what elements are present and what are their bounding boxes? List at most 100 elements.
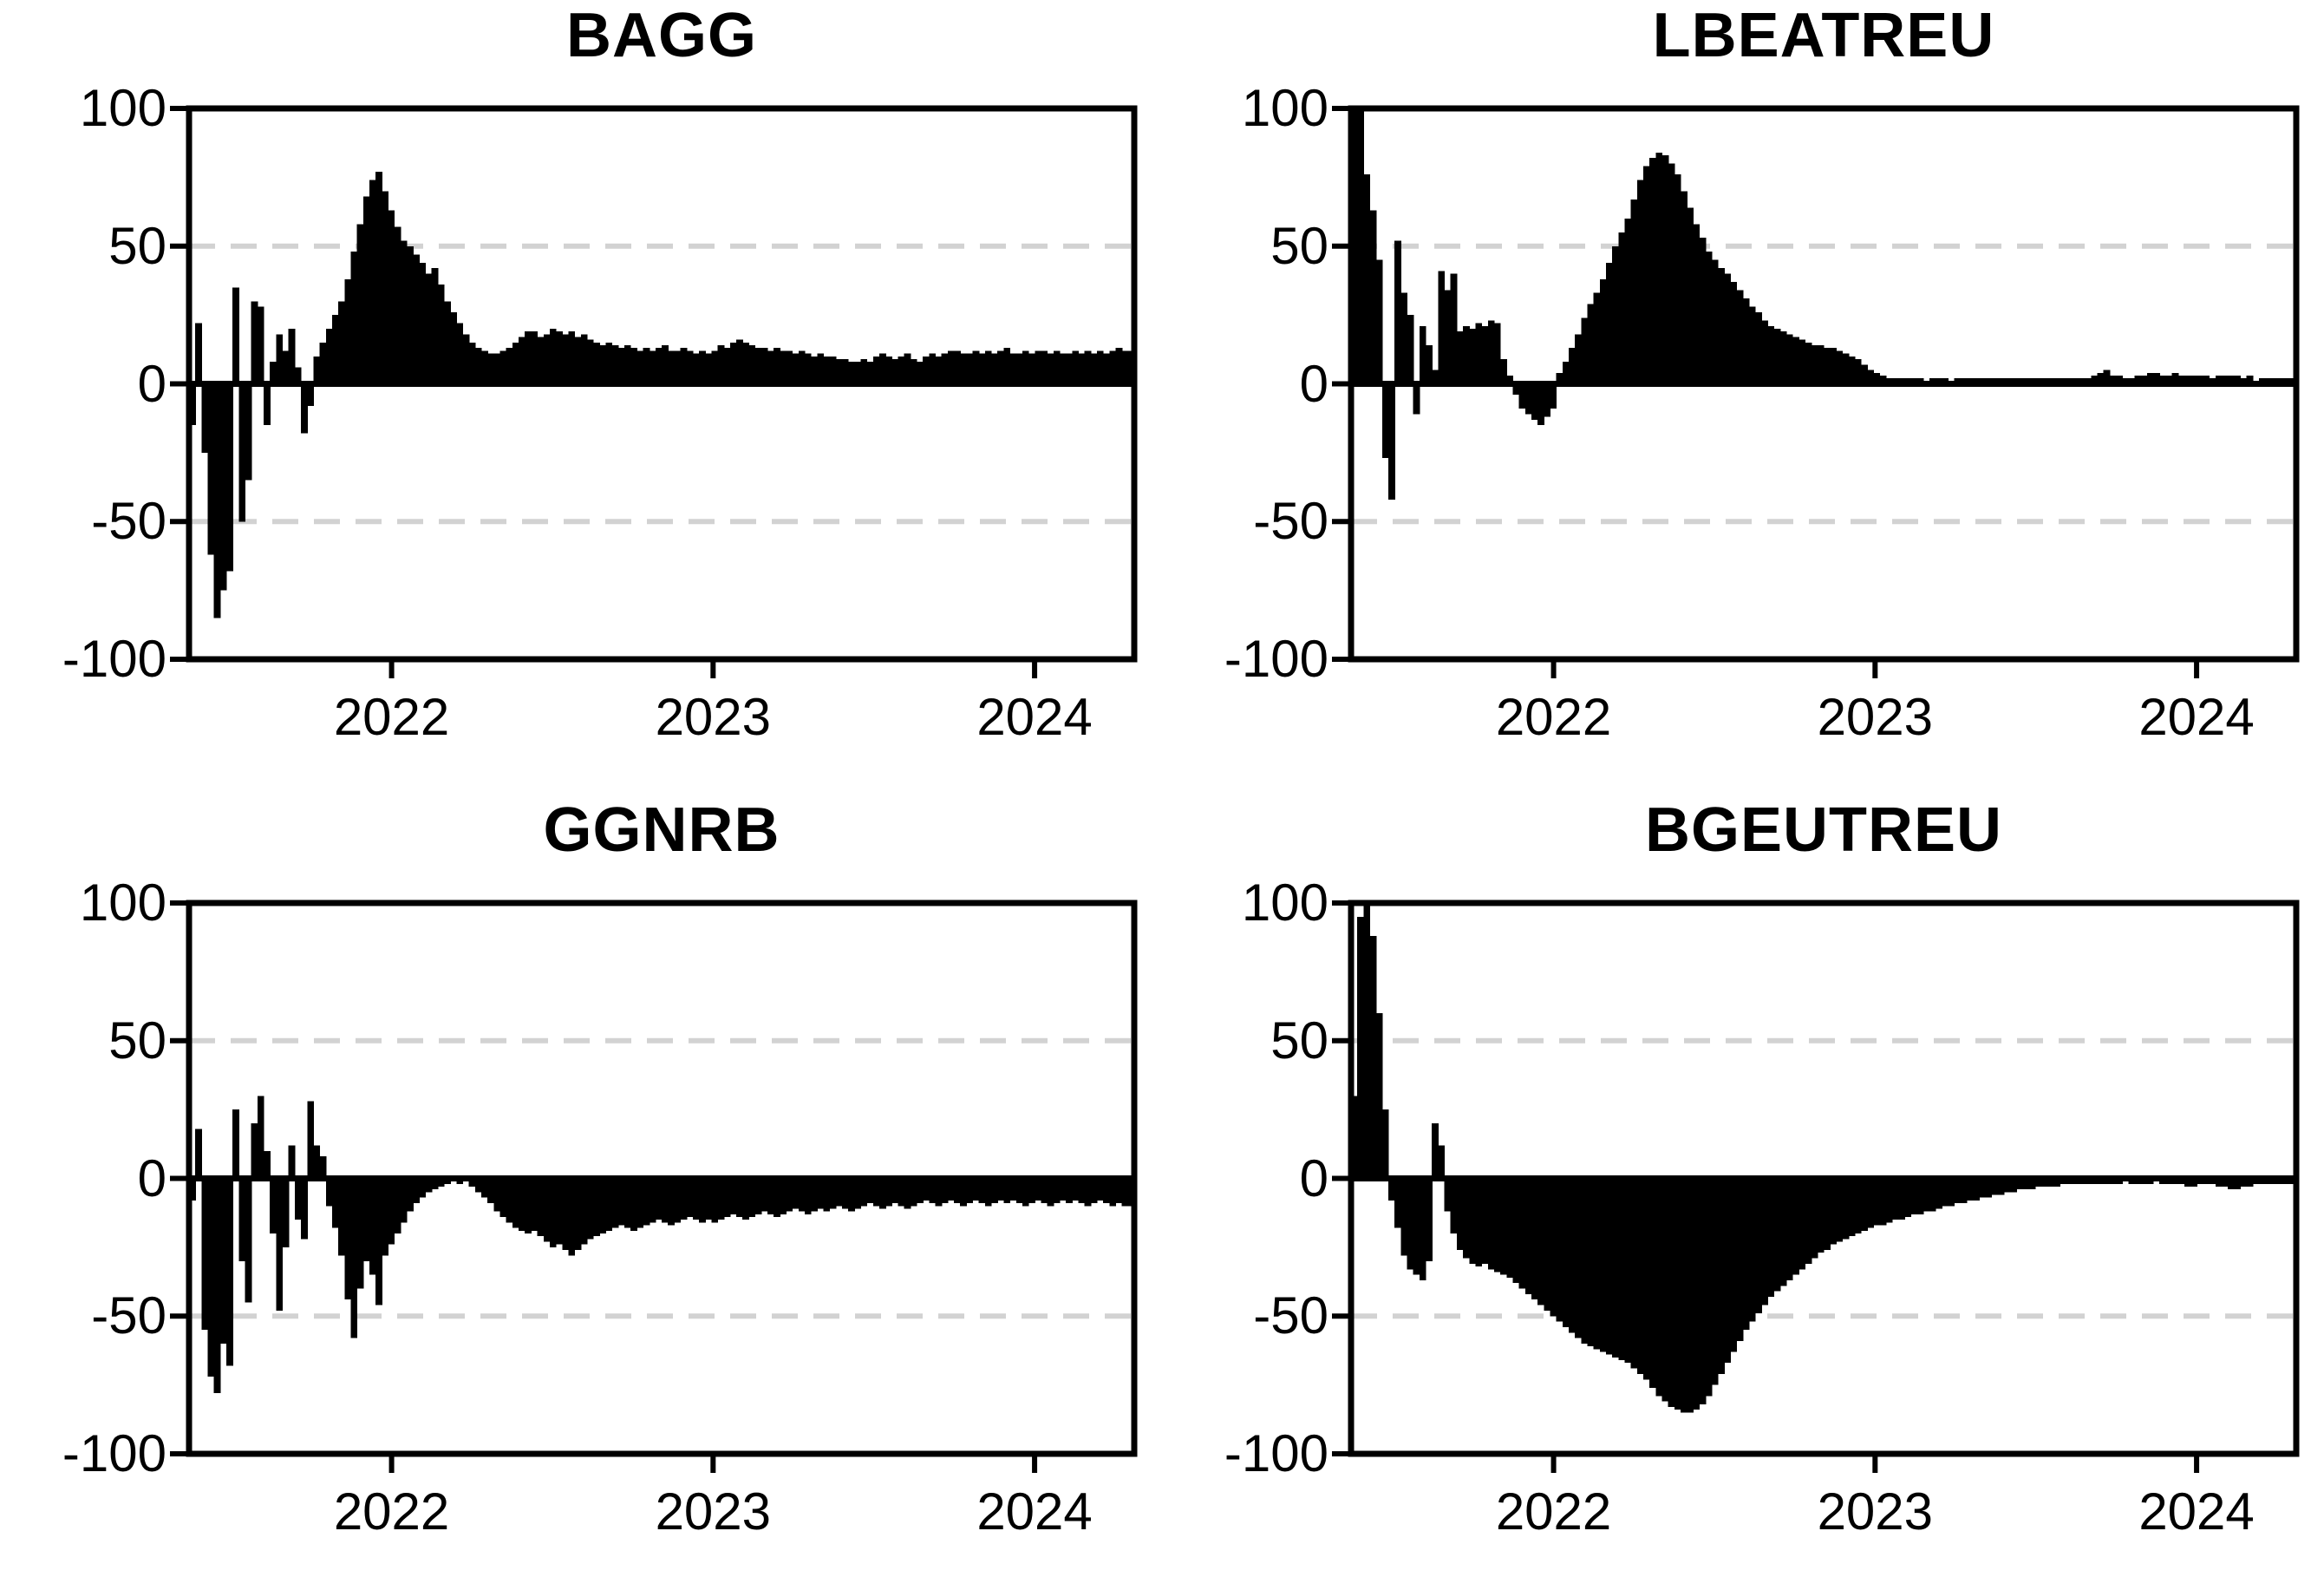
bar — [338, 301, 345, 384]
bar — [1375, 1013, 1383, 1179]
bar — [444, 301, 451, 384]
bar — [1084, 1178, 1092, 1207]
bar — [630, 348, 637, 384]
bar — [1481, 1178, 1489, 1264]
bar — [413, 1178, 420, 1204]
bar — [512, 1178, 519, 1228]
bar — [1518, 1178, 1526, 1289]
bar — [425, 273, 433, 384]
bar — [257, 306, 264, 384]
bar — [1493, 1178, 1501, 1273]
bar — [431, 268, 439, 384]
bar — [245, 1178, 252, 1303]
bar — [543, 1178, 551, 1242]
x-tick-label: 2022 — [1495, 1482, 1612, 1541]
bar — [1668, 1178, 1675, 1408]
bar — [531, 1178, 539, 1231]
bar — [2215, 375, 2223, 384]
bar — [556, 331, 563, 384]
x-tick-label: 2024 — [2138, 1482, 2255, 1541]
bar — [1015, 1178, 1023, 1204]
bar — [219, 383, 227, 591]
y-tick-label: -100 — [1224, 1424, 1328, 1482]
bar — [1096, 1178, 1104, 1201]
bar — [1084, 350, 1092, 384]
bar — [947, 1178, 955, 1201]
bar — [1773, 1178, 1781, 1292]
bar — [288, 1145, 296, 1179]
bar — [2040, 1178, 2048, 1188]
bar — [394, 1178, 401, 1233]
bar — [623, 345, 631, 384]
bar — [350, 1178, 358, 1338]
bar — [375, 172, 382, 384]
bar — [562, 334, 570, 384]
bar — [885, 1178, 892, 1207]
bar — [1879, 1178, 1887, 1226]
bar — [736, 339, 743, 384]
bar — [388, 1178, 395, 1245]
bar — [1463, 1178, 1470, 1259]
bar — [1836, 1178, 1844, 1242]
bar — [1009, 353, 1017, 384]
bar — [786, 350, 793, 384]
bar — [761, 1178, 768, 1212]
bar — [1824, 348, 1831, 384]
bar — [941, 353, 949, 384]
bar — [1655, 1178, 1663, 1397]
plot-area — [165, 879, 1139, 1486]
bar — [636, 1178, 644, 1228]
bar — [1357, 108, 1364, 384]
bar — [264, 383, 271, 426]
bar — [1711, 259, 1719, 384]
bar — [991, 1178, 998, 1204]
bar — [811, 356, 818, 384]
bar — [904, 353, 911, 384]
bar — [1394, 1178, 1401, 1228]
y-tick-label: 0 — [137, 354, 166, 413]
x-tick-label: 2022 — [333, 688, 450, 746]
bar — [742, 342, 749, 384]
bar — [288, 329, 296, 384]
bar — [711, 1178, 719, 1223]
bar — [580, 334, 588, 384]
bar — [978, 1178, 986, 1204]
bar — [493, 1178, 501, 1212]
bar — [1506, 1178, 1514, 1278]
bar — [2109, 375, 2117, 384]
bar — [841, 358, 849, 384]
bar — [1767, 325, 1775, 384]
bar — [1419, 1178, 1426, 1280]
bar — [1655, 152, 1663, 384]
bar — [792, 353, 800, 384]
bar — [904, 1178, 911, 1209]
bar — [251, 1123, 258, 1179]
bar — [829, 356, 837, 384]
bar — [1824, 1178, 1831, 1251]
bar — [1730, 1178, 1738, 1352]
bar — [1798, 1178, 1806, 1270]
bar — [519, 337, 526, 384]
bar — [774, 348, 780, 384]
bar — [1090, 353, 1098, 384]
bar — [1836, 350, 1844, 384]
bar — [356, 224, 364, 384]
bar — [1568, 1178, 1576, 1333]
bar — [1109, 1178, 1117, 1207]
bar — [823, 356, 831, 384]
bar — [537, 337, 545, 384]
bar — [593, 1178, 600, 1237]
plot-area — [165, 84, 1139, 691]
bar — [1047, 353, 1054, 384]
bar — [605, 1178, 613, 1231]
bar — [1357, 916, 1364, 1179]
bar — [406, 245, 414, 384]
bar — [1699, 238, 1707, 384]
bar — [1693, 1178, 1701, 1410]
bar — [649, 350, 656, 384]
bar — [319, 342, 327, 384]
bar — [1718, 268, 1725, 384]
bar — [462, 334, 470, 384]
bar — [854, 362, 862, 384]
bar — [189, 383, 196, 426]
